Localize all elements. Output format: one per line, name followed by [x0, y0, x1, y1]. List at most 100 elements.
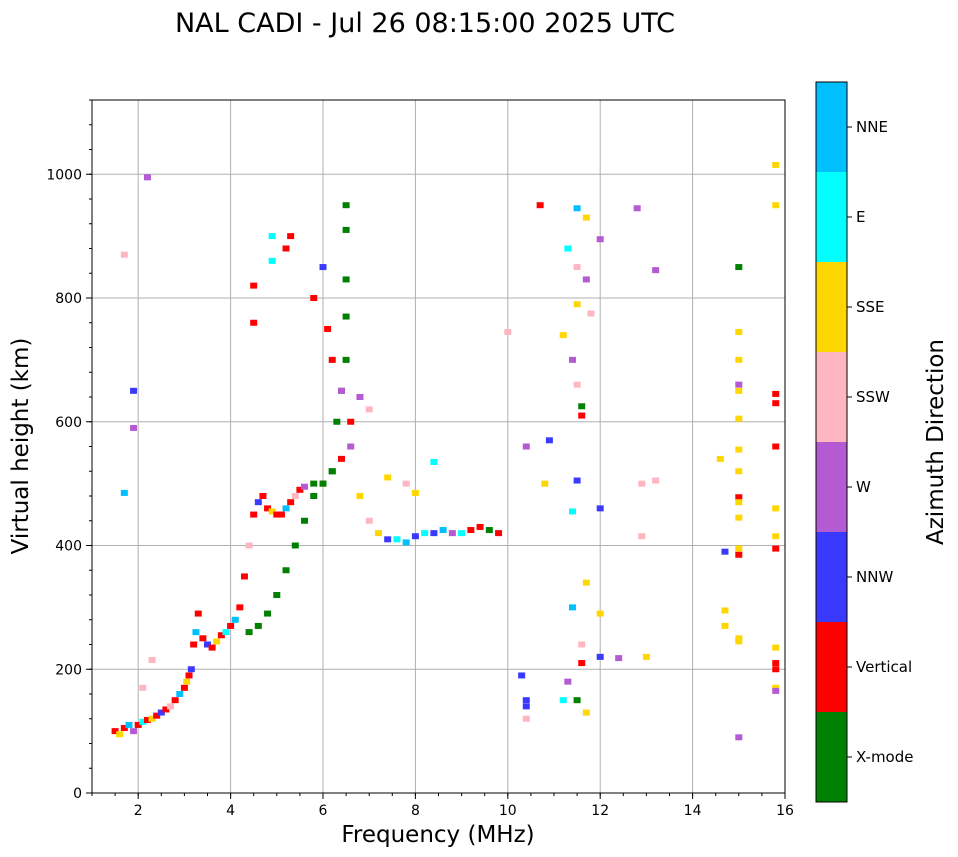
- echo-point: [130, 728, 138, 735]
- echo-point: [633, 205, 641, 212]
- echo-point: [130, 387, 138, 394]
- colorbar-segment: [816, 172, 847, 262]
- echo-point: [254, 622, 262, 629]
- x-tick-label: 6: [319, 803, 328, 819]
- echo-point: [324, 325, 332, 332]
- colorbar-tick-label: W: [856, 478, 871, 496]
- echo-point: [578, 641, 586, 648]
- echo-point: [735, 514, 743, 521]
- echo-point: [111, 728, 119, 735]
- echo-point: [190, 641, 198, 648]
- echo-point: [411, 489, 419, 496]
- echo-point: [245, 542, 253, 549]
- echo-point: [735, 468, 743, 475]
- echo-point: [596, 653, 604, 660]
- echo-point: [596, 505, 604, 512]
- echo-point: [227, 622, 235, 629]
- colorbar-segment: [816, 712, 847, 802]
- echo-point: [301, 517, 309, 524]
- echo-point: [522, 703, 530, 710]
- echo-point: [310, 295, 318, 301]
- echo-point: [342, 356, 350, 363]
- echo-point: [568, 508, 576, 515]
- colorbar-segment: [816, 82, 847, 172]
- echo-point: [573, 697, 581, 704]
- echo-points: [111, 161, 780, 741]
- echo-point: [735, 499, 743, 506]
- echo-point: [310, 480, 318, 487]
- x-tick-label: 8: [411, 803, 420, 819]
- echo-point: [504, 329, 512, 336]
- echo-point: [356, 394, 364, 400]
- echo-point: [374, 530, 382, 537]
- echo-point: [120, 489, 128, 496]
- echo-point: [735, 446, 743, 453]
- echo-point: [185, 672, 193, 679]
- echo-point: [430, 458, 438, 465]
- echo-point: [402, 480, 410, 487]
- echo-point: [183, 678, 191, 685]
- echo-point: [162, 706, 170, 713]
- echo-point: [545, 437, 553, 444]
- echo-point: [268, 508, 276, 515]
- x-tick-label: 12: [591, 803, 609, 819]
- echo-point: [342, 202, 350, 209]
- echo-point: [568, 604, 576, 611]
- echo-point: [772, 161, 780, 168]
- echo-point: [573, 381, 581, 388]
- echo-point: [721, 607, 729, 614]
- echo-point: [735, 638, 743, 645]
- echo-point: [347, 418, 355, 425]
- echo-point: [735, 635, 743, 642]
- echo-point: [264, 505, 272, 512]
- x-axis-ticks: 2 4 6 8 10 12 14 16: [91, 793, 794, 819]
- echo-point: [772, 390, 780, 397]
- echo-point: [192, 629, 200, 636]
- echo-point: [735, 387, 743, 394]
- echo-point: [328, 468, 336, 475]
- echo-point: [573, 264, 581, 271]
- echo-point: [716, 455, 724, 462]
- echo-point: [333, 418, 341, 425]
- echo-point: [573, 205, 581, 212]
- echo-point: [301, 483, 309, 490]
- colorbar-segment: [816, 622, 847, 712]
- echo-point: [319, 480, 327, 487]
- echo-point: [282, 505, 290, 512]
- echo-point: [273, 511, 281, 518]
- echo-point: [134, 721, 142, 728]
- echo-point: [337, 387, 345, 394]
- echo-point: [291, 493, 299, 499]
- x-tick-label: 14: [684, 803, 702, 819]
- echo-point: [430, 530, 438, 537]
- echo-point: [347, 443, 355, 450]
- echo-point: [735, 264, 743, 271]
- y-tick-label: 1000: [46, 167, 82, 183]
- echo-point: [204, 641, 211, 648]
- echo-point: [120, 251, 128, 258]
- echo-point: [735, 494, 743, 501]
- echo-point: [564, 245, 572, 252]
- y-tick-label: 200: [55, 662, 82, 678]
- echo-point: [143, 716, 151, 723]
- echo-point: [264, 610, 272, 617]
- y-tick-label: 0: [73, 786, 82, 802]
- echo-point: [518, 672, 526, 679]
- echo-point: [721, 622, 729, 629]
- echo-point: [495, 530, 503, 537]
- echo-point: [721, 548, 729, 555]
- echo-point: [578, 403, 586, 410]
- echo-point: [139, 684, 147, 691]
- echo-point: [259, 493, 267, 499]
- echo-point: [342, 313, 350, 320]
- echo-point: [291, 542, 299, 549]
- echo-point: [199, 635, 207, 642]
- colorbar-tick-label: X-mode: [856, 748, 913, 766]
- x-tick-label: 2: [134, 803, 143, 819]
- colorbar-tick-label: E: [856, 208, 865, 226]
- echo-point: [652, 267, 660, 274]
- echo-point: [642, 653, 650, 660]
- echo-point: [582, 276, 590, 283]
- echo-point: [587, 310, 595, 317]
